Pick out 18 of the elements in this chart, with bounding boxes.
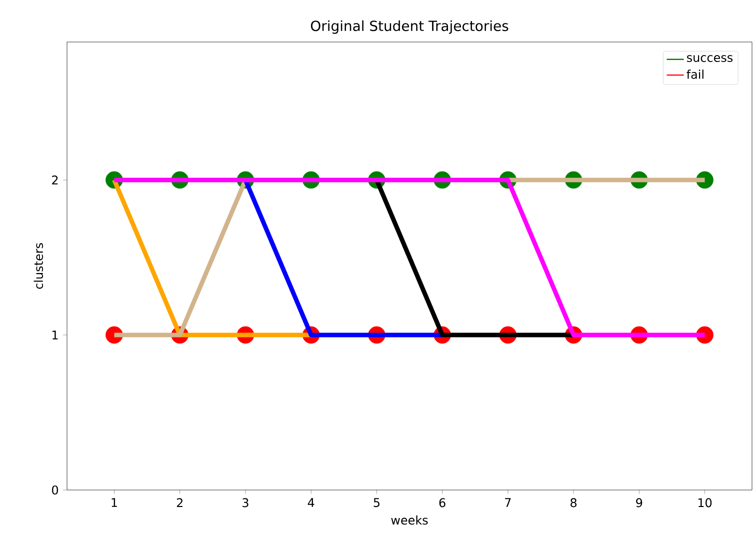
x-tick-label: 10: [698, 498, 712, 508]
x-tick-label: 3: [242, 498, 248, 508]
x-tick-label: 2: [176, 498, 182, 508]
y-axis-title: clusters: [34, 243, 44, 289]
x-axis-title: weeks: [391, 515, 428, 525]
x-tick-label: 6: [439, 498, 446, 508]
x-tick-label: 4: [308, 498, 314, 507]
x-tick-label: 9: [636, 498, 642, 508]
y-tick-label: 2: [52, 176, 58, 184]
x-tick-label: 7: [505, 498, 511, 507]
legend-label: fail: [686, 70, 704, 79]
x-tick-label: 1: [112, 498, 117, 507]
x-tick-label: 8: [570, 498, 577, 508]
y-tick-label: 0: [52, 485, 58, 495]
x-tick-label: 5: [374, 498, 380, 508]
chart-title: Original Student Trajectories: [310, 20, 508, 34]
y-tick-label: 1: [52, 330, 58, 340]
legend-label: success: [687, 55, 733, 62]
